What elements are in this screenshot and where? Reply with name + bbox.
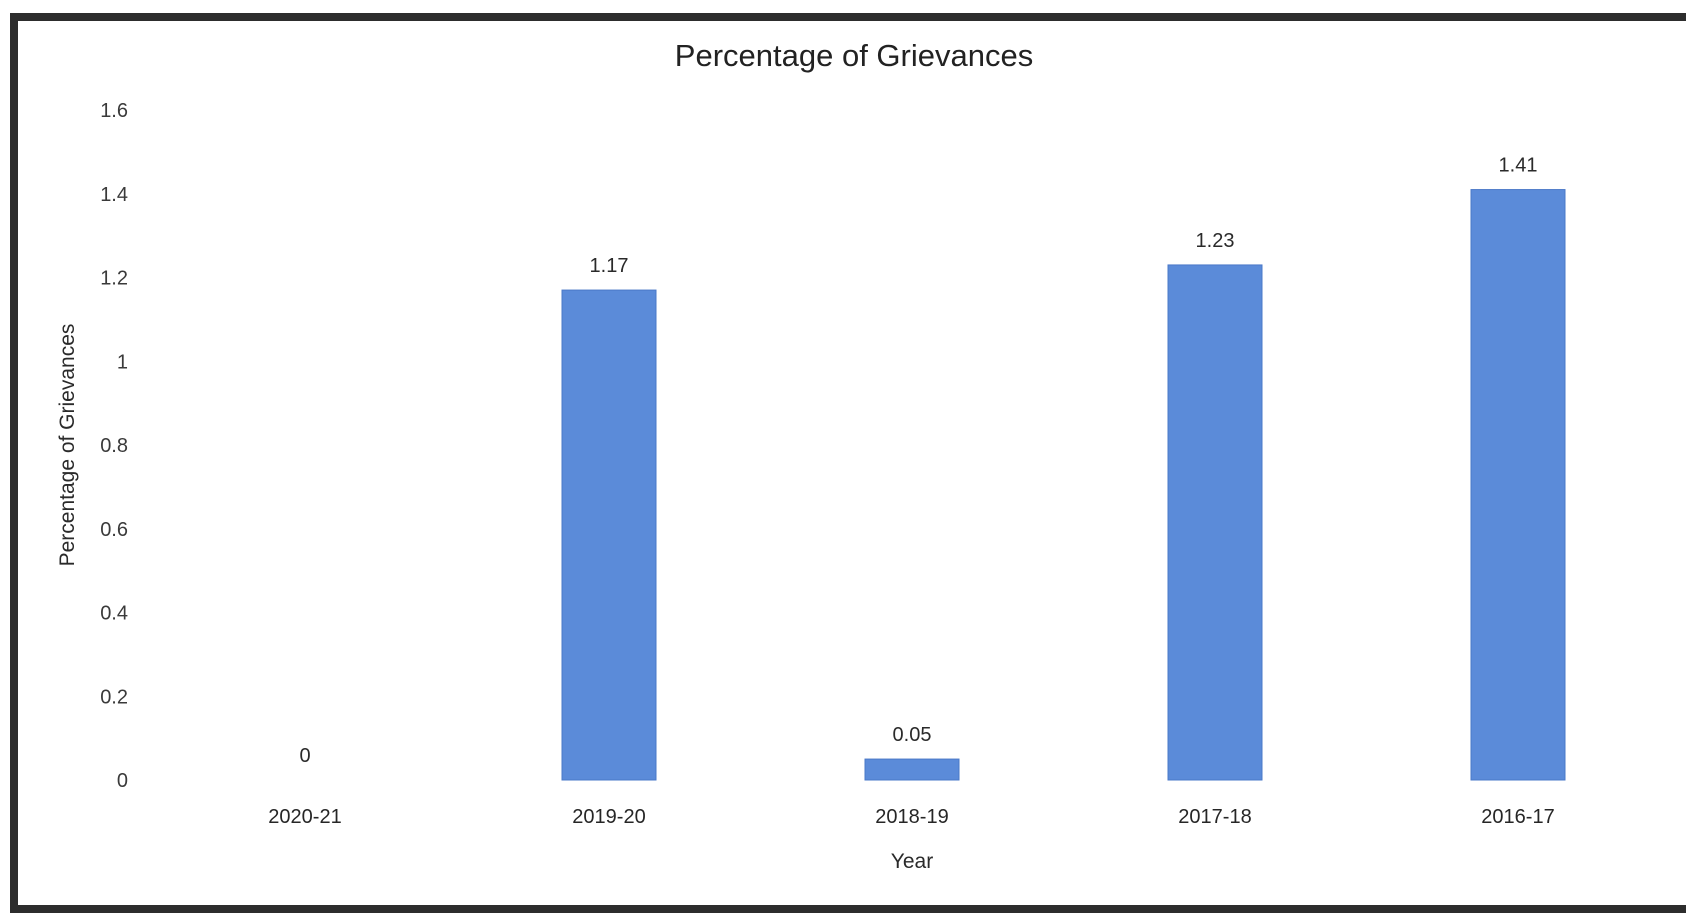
- x-category-label: 2020-21: [268, 806, 341, 828]
- data-label: 0.05: [893, 724, 932, 746]
- x-axis-title: Year: [891, 850, 933, 873]
- y-tick-label: 1: [117, 351, 128, 373]
- chart-title: Percentage of Grievances: [675, 38, 1033, 73]
- x-category-label: 2017-18: [1178, 806, 1251, 828]
- data-label: 1.17: [590, 255, 629, 277]
- y-tick-label: 1.2: [100, 268, 128, 290]
- data-labels: 0 1.17 0.05 1.23 1.41: [299, 155, 1537, 767]
- y-tick-label: 0: [117, 770, 128, 792]
- y-tick-label: 1.6: [100, 100, 128, 122]
- x-category-label: 2016-17: [1481, 806, 1554, 828]
- data-label: 0: [299, 745, 310, 767]
- bar: [1470, 189, 1566, 781]
- y-tick-label: 0.8: [100, 435, 128, 457]
- y-axis-title: Percentage of Grievances: [56, 324, 79, 567]
- bar-series: [561, 189, 1566, 781]
- bar: [561, 289, 657, 781]
- bar: [864, 758, 960, 781]
- y-tick-label: 1.4: [100, 184, 128, 206]
- x-category-label: 2019-20: [572, 806, 645, 828]
- x-category-label: 2018-19: [875, 806, 948, 828]
- y-tick-label: 0.6: [100, 519, 128, 541]
- y-tick-label: 0.4: [100, 603, 128, 625]
- data-label: 1.23: [1196, 230, 1235, 252]
- x-axis-categories: 2020-21 2019-20 2018-19 2017-18 2016-17: [268, 806, 1554, 828]
- bar: [1167, 264, 1263, 781]
- y-tick-label: 0.2: [100, 686, 128, 708]
- chart-frame: [10, 13, 1686, 913]
- data-label: 1.41: [1499, 155, 1538, 177]
- y-axis-ticks: 0 0.2 0.4 0.6 0.8 1 1.2 1.4 1.6: [100, 100, 128, 792]
